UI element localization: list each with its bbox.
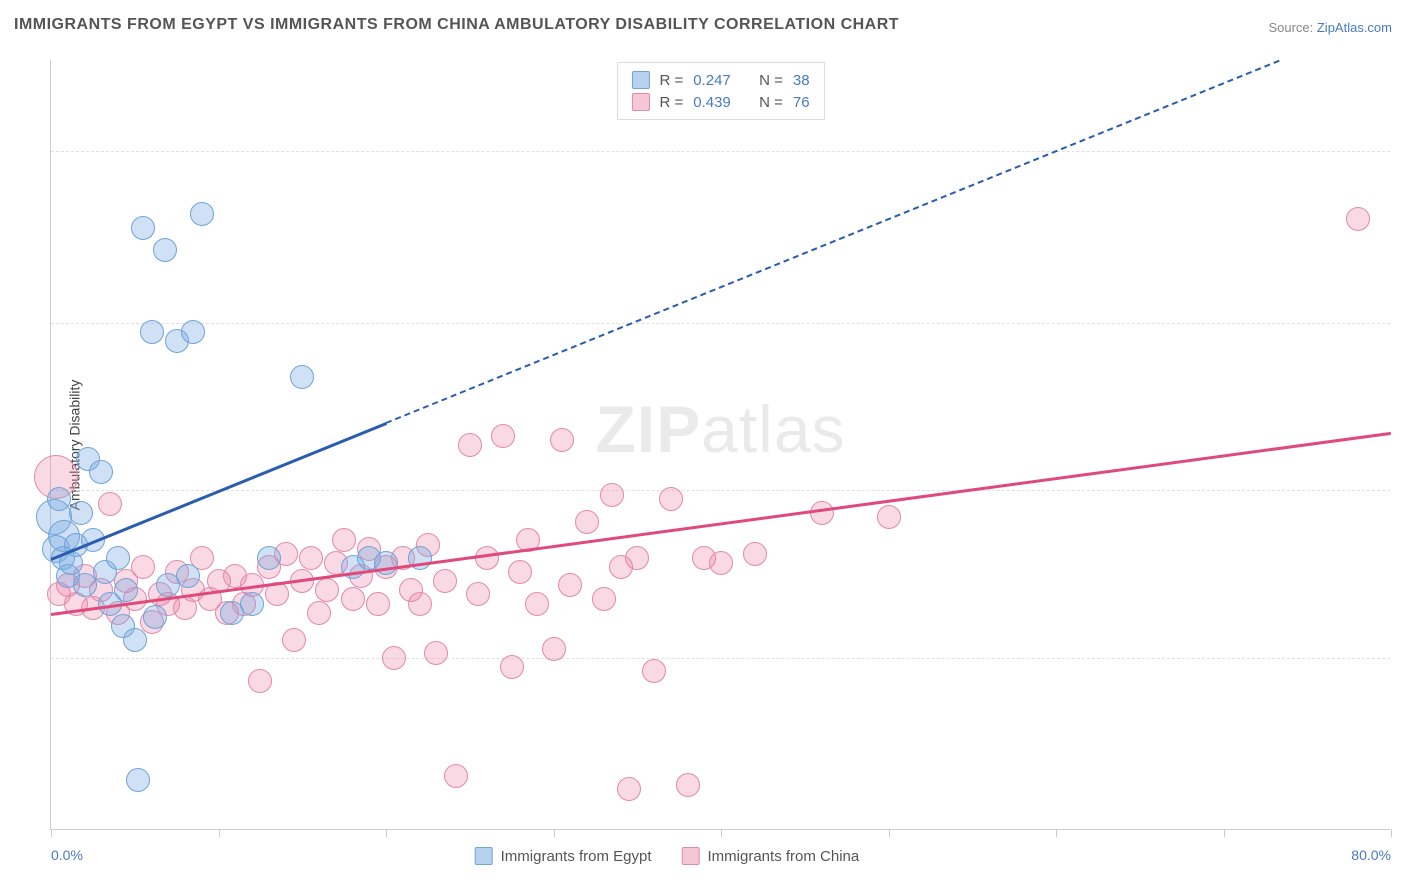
point-china bbox=[491, 424, 515, 448]
point-china bbox=[98, 492, 122, 516]
swatch-egypt bbox=[631, 71, 649, 89]
gridline bbox=[51, 323, 1390, 324]
x-tick bbox=[1391, 829, 1392, 837]
swatch-china bbox=[631, 93, 649, 111]
point-china bbox=[408, 592, 432, 616]
r-value-china: 0.439 bbox=[693, 94, 731, 111]
point-egypt bbox=[181, 320, 205, 344]
legend-label-egypt: Immigrants from Egypt bbox=[501, 848, 652, 865]
point-china bbox=[877, 505, 901, 529]
point-china bbox=[743, 542, 767, 566]
n-value-china: 76 bbox=[793, 94, 810, 111]
watermark-zip: ZIP bbox=[595, 392, 701, 466]
x-tick bbox=[219, 829, 220, 837]
point-china bbox=[500, 655, 524, 679]
point-egypt bbox=[47, 487, 71, 511]
point-china bbox=[625, 546, 649, 570]
point-egypt bbox=[290, 365, 314, 389]
source-prefix: Source: bbox=[1268, 20, 1316, 35]
x-tick bbox=[1224, 829, 1225, 837]
trend-line-china bbox=[51, 431, 1391, 615]
point-china bbox=[131, 555, 155, 579]
n-label: N = bbox=[759, 94, 783, 111]
point-egypt bbox=[176, 564, 200, 588]
point-china bbox=[525, 592, 549, 616]
bottom-legend: Immigrants from Egypt Immigrants from Ch… bbox=[475, 847, 860, 865]
trend-line-egypt-dashed bbox=[386, 60, 1280, 424]
point-china bbox=[282, 628, 306, 652]
point-egypt bbox=[114, 578, 138, 602]
point-china bbox=[1346, 207, 1370, 231]
point-china bbox=[558, 573, 582, 597]
x-tick bbox=[386, 829, 387, 837]
point-egypt bbox=[153, 238, 177, 262]
point-china bbox=[444, 764, 468, 788]
point-china bbox=[341, 587, 365, 611]
r-value-egypt: 0.247 bbox=[693, 72, 731, 89]
point-egypt bbox=[240, 592, 264, 616]
stats-row-china: R = 0.439 N = 76 bbox=[631, 91, 809, 113]
point-china bbox=[299, 546, 323, 570]
point-china bbox=[307, 601, 331, 625]
source-link[interactable]: ZipAtlas.com bbox=[1317, 20, 1392, 35]
x-tick bbox=[51, 829, 52, 837]
point-china bbox=[617, 777, 641, 801]
watermark-atlas: atlas bbox=[701, 392, 845, 466]
chart-title: IMMIGRANTS FROM EGYPT VS IMMIGRANTS FROM… bbox=[14, 16, 899, 34]
point-china bbox=[458, 433, 482, 457]
gridline bbox=[51, 490, 1390, 491]
x-tick bbox=[889, 829, 890, 837]
legend-item-egypt: Immigrants from Egypt bbox=[475, 847, 652, 865]
chart-container: IMMIGRANTS FROM EGYPT VS IMMIGRANTS FROM… bbox=[0, 0, 1406, 892]
point-china bbox=[366, 592, 390, 616]
x-tick bbox=[1056, 829, 1057, 837]
swatch-china bbox=[682, 847, 700, 865]
point-china bbox=[676, 773, 700, 797]
x-tick bbox=[554, 829, 555, 837]
point-china bbox=[315, 578, 339, 602]
legend-label-china: Immigrants from China bbox=[708, 848, 860, 865]
point-egypt bbox=[123, 628, 147, 652]
point-egypt bbox=[89, 460, 113, 484]
point-egypt bbox=[190, 202, 214, 226]
stats-row-egypt: R = 0.247 N = 38 bbox=[631, 69, 809, 91]
point-china bbox=[433, 569, 457, 593]
point-china bbox=[709, 551, 733, 575]
point-china bbox=[466, 582, 490, 606]
point-china bbox=[424, 641, 448, 665]
point-egypt bbox=[69, 501, 93, 525]
stats-legend: R = 0.247 N = 38 R = 0.439 N = 76 bbox=[616, 62, 824, 120]
swatch-egypt bbox=[475, 847, 493, 865]
point-china bbox=[382, 646, 406, 670]
plot-area: Ambulatory Disability ZIPatlas R = 0.247… bbox=[50, 60, 1390, 830]
x-tick bbox=[721, 829, 722, 837]
watermark: ZIPatlas bbox=[595, 391, 845, 467]
point-egypt bbox=[140, 320, 164, 344]
point-china bbox=[659, 487, 683, 511]
gridline bbox=[51, 658, 1390, 659]
point-china bbox=[550, 428, 574, 452]
point-egypt bbox=[143, 605, 167, 629]
x-tick-label: 80.0% bbox=[1351, 847, 1391, 863]
point-china bbox=[642, 659, 666, 683]
point-china bbox=[248, 669, 272, 693]
point-china bbox=[508, 560, 532, 584]
point-china bbox=[332, 528, 356, 552]
legend-item-china: Immigrants from China bbox=[682, 847, 860, 865]
point-egypt bbox=[126, 768, 150, 792]
point-china bbox=[542, 637, 566, 661]
n-label: N = bbox=[759, 72, 783, 89]
point-china bbox=[575, 510, 599, 534]
gridline bbox=[51, 151, 1390, 152]
point-china bbox=[600, 483, 624, 507]
point-china bbox=[592, 587, 616, 611]
r-label: R = bbox=[659, 72, 683, 89]
point-egypt bbox=[106, 546, 130, 570]
source-attribution: Source: ZipAtlas.com bbox=[1268, 20, 1392, 35]
point-egypt bbox=[257, 546, 281, 570]
point-egypt bbox=[131, 216, 155, 240]
x-tick-label: 0.0% bbox=[51, 847, 83, 863]
r-label: R = bbox=[659, 94, 683, 111]
n-value-egypt: 38 bbox=[793, 72, 810, 89]
